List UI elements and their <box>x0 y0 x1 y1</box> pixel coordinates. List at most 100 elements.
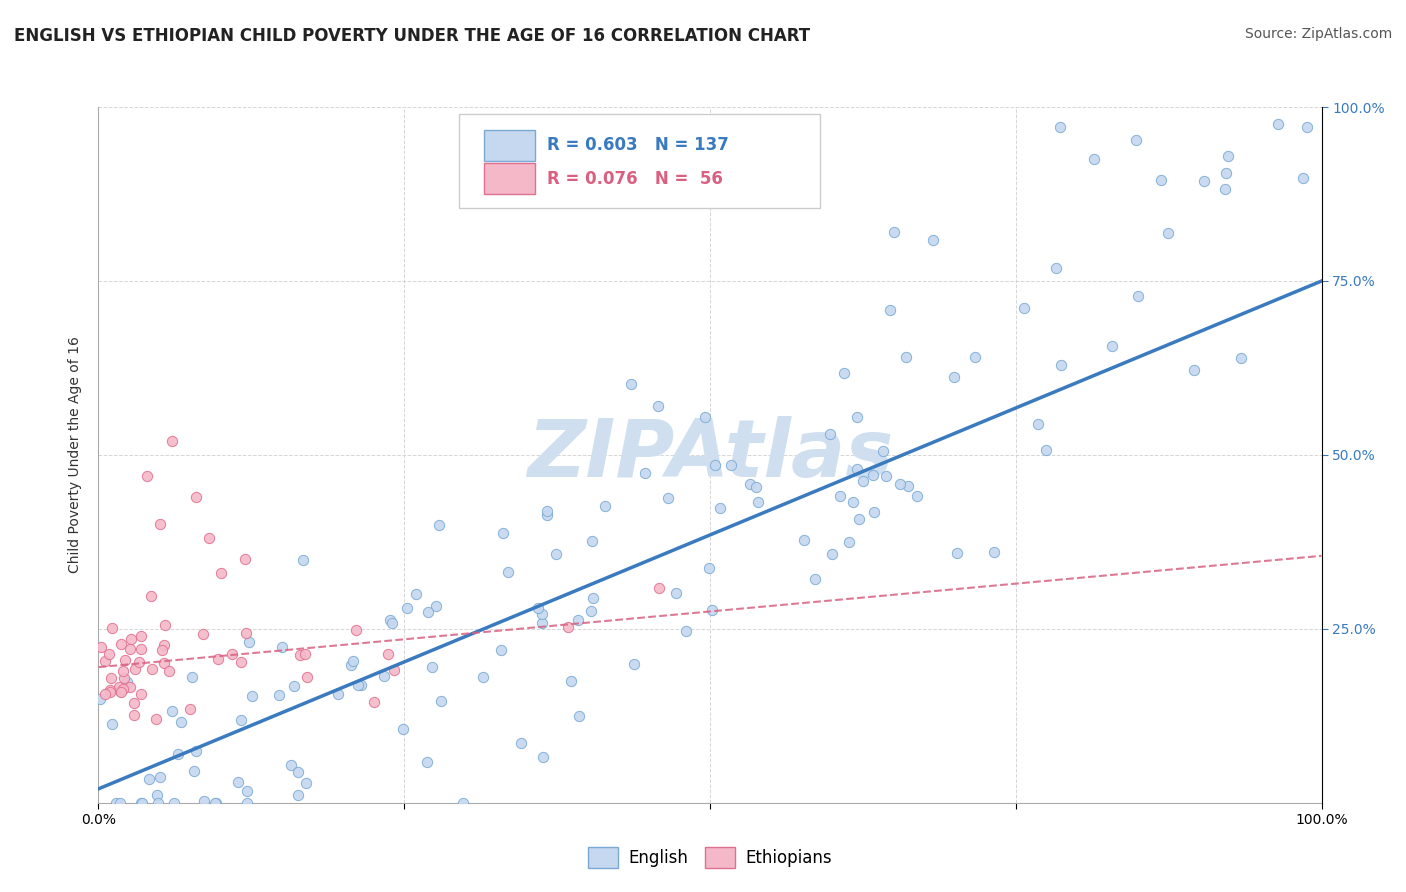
Point <box>89 692 111 706</box>
Point <box>675 624 697 639</box>
Point <box>510 736 533 750</box>
Point <box>883 225 905 239</box>
Point <box>664 586 686 600</box>
Point <box>207 652 229 666</box>
Point <box>568 709 591 723</box>
Point <box>98 682 121 697</box>
Point <box>1083 153 1105 167</box>
Point <box>235 784 257 798</box>
Point <box>557 620 579 634</box>
Point <box>491 643 513 657</box>
Point <box>94 654 117 668</box>
Point <box>150 643 173 657</box>
Point <box>108 680 131 694</box>
Point <box>1045 260 1067 275</box>
Point <box>647 399 669 413</box>
Point <box>122 708 145 723</box>
Point <box>1230 351 1253 365</box>
Point <box>149 770 172 784</box>
Point <box>593 499 616 513</box>
Point <box>544 547 567 561</box>
Point <box>149 517 172 532</box>
Point <box>100 671 122 685</box>
Point <box>983 545 1005 559</box>
Point <box>108 796 131 810</box>
Legend: English, Ethiopians: English, Ethiopians <box>582 841 838 874</box>
Point <box>292 553 315 567</box>
Point <box>193 794 215 808</box>
Point <box>221 647 243 661</box>
FancyBboxPatch shape <box>484 130 536 161</box>
Point <box>842 495 865 509</box>
Point <box>146 788 169 802</box>
Point <box>560 674 582 689</box>
Point <box>846 461 869 475</box>
Point <box>280 757 302 772</box>
Point <box>118 680 141 694</box>
Point <box>536 504 558 518</box>
Point <box>395 601 418 615</box>
Point <box>131 796 153 810</box>
Point <box>905 489 928 503</box>
Point <box>180 670 202 684</box>
Point <box>879 302 901 317</box>
Point <box>451 796 474 810</box>
Point <box>1292 171 1315 186</box>
Point <box>1087 91 1109 105</box>
Point <box>131 796 153 810</box>
Point <box>471 670 494 684</box>
Point <box>153 638 176 652</box>
Point <box>1126 289 1149 303</box>
Point <box>90 640 112 654</box>
Point <box>101 621 124 635</box>
Point <box>179 702 201 716</box>
Point <box>269 689 291 703</box>
Text: ZIPAtlas: ZIPAtlas <box>527 416 893 494</box>
Point <box>238 635 260 649</box>
Point <box>378 613 401 627</box>
Point <box>1028 417 1050 431</box>
Point <box>793 533 815 547</box>
Point <box>648 581 671 595</box>
Point <box>382 664 405 678</box>
Point <box>141 662 163 676</box>
Point <box>229 713 252 727</box>
Point <box>862 468 884 483</box>
Point <box>1101 339 1123 353</box>
Point <box>1125 133 1147 147</box>
Point <box>581 591 603 605</box>
FancyBboxPatch shape <box>460 114 820 208</box>
Point <box>567 613 589 627</box>
Point <box>1149 173 1171 187</box>
Y-axis label: Child Poverty Under the Age of 16: Child Poverty Under the Age of 16 <box>69 336 83 574</box>
Point <box>98 647 121 661</box>
Point <box>747 495 769 509</box>
Point <box>295 670 318 684</box>
Point <box>703 458 725 473</box>
Point <box>363 695 385 709</box>
Point <box>287 788 309 802</box>
Point <box>110 638 132 652</box>
Point <box>579 604 602 618</box>
Point <box>492 525 515 540</box>
Point <box>157 664 180 678</box>
Point <box>153 618 176 632</box>
FancyBboxPatch shape <box>484 163 536 194</box>
Point <box>129 629 152 643</box>
Point <box>1215 166 1237 180</box>
Point <box>138 772 160 786</box>
Point <box>110 685 132 699</box>
Point <box>94 687 117 701</box>
Point <box>108 683 131 698</box>
Point <box>153 656 176 670</box>
Point <box>160 434 183 448</box>
Point <box>120 632 142 646</box>
Point <box>112 664 135 678</box>
Point <box>115 674 138 689</box>
Point <box>430 693 453 707</box>
Point <box>1182 363 1205 377</box>
Point <box>229 655 252 669</box>
Point <box>1296 120 1319 135</box>
Point <box>186 744 208 758</box>
Point <box>342 654 364 668</box>
